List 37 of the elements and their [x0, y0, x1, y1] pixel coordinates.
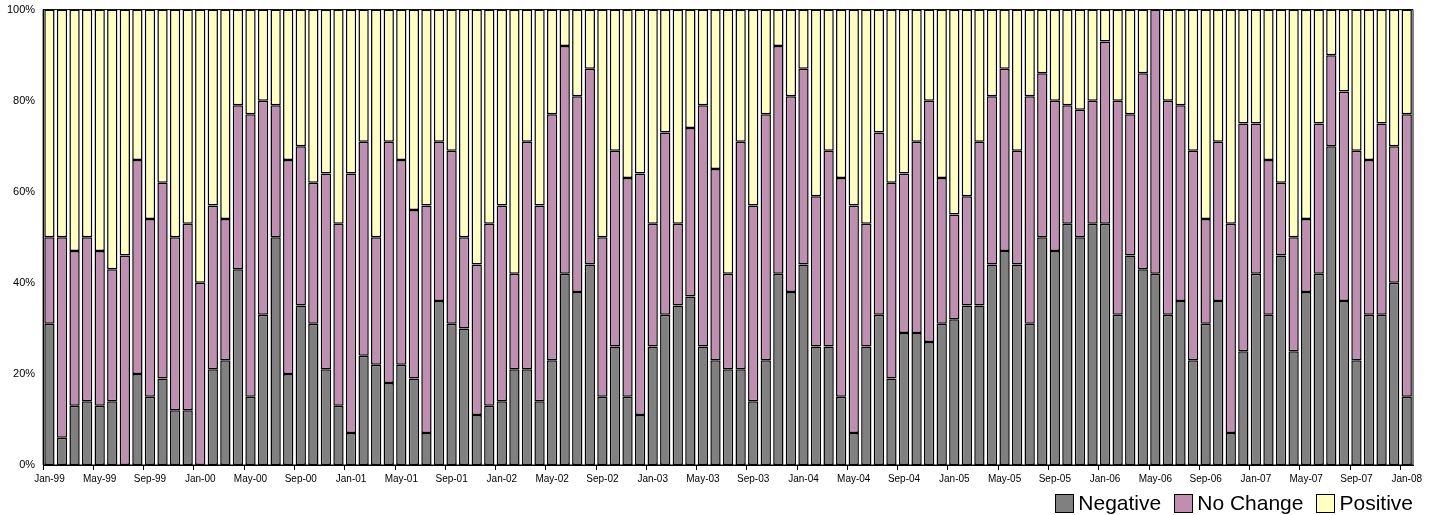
- legend-label: Negative: [1078, 491, 1162, 515]
- y-tick-label: 60%: [13, 184, 36, 197]
- y-tick-label: 40%: [13, 275, 36, 288]
- x-tick-label: Sep-05: [1038, 472, 1072, 484]
- y-tick-label: 20%: [13, 366, 36, 379]
- x-tick-label: Sep-06: [1189, 472, 1223, 484]
- x-tick-label: May-07: [1289, 472, 1324, 484]
- x-tick-label: May-04: [837, 472, 871, 484]
- x-tick-label: Jan-99: [34, 472, 66, 484]
- x-tick-label: Sep-07: [1340, 472, 1374, 484]
- x-tick-label: Jan-01: [335, 472, 367, 484]
- x-tick-label: Jan-03: [637, 472, 669, 484]
- x-tick-label: Sep-02: [586, 472, 619, 484]
- x-tick-label: May-03: [686, 472, 721, 484]
- legend-label: No Change: [1197, 491, 1304, 515]
- x-tick-label: May-01: [384, 472, 419, 484]
- y-tick-label: 80%: [13, 93, 36, 106]
- x-tick-label: May-06: [1138, 472, 1173, 484]
- x-tick-label: Sep-03: [737, 472, 770, 484]
- x-tick-label: Sep-04: [887, 472, 921, 484]
- y-tick-label: 100%: [6, 2, 36, 15]
- x-tick-label: Jan-00: [184, 472, 216, 484]
- x-tick-label: May-00: [233, 472, 268, 484]
- x-tick-label: May-02: [535, 472, 570, 484]
- y-tick-label: 0%: [19, 458, 36, 471]
- x-tick-label: Jan-02: [486, 472, 518, 484]
- x-tick-label: Jan-05: [938, 472, 971, 484]
- x-tick-label: May-99: [83, 472, 117, 484]
- x-tick-label: Jan-04: [788, 472, 820, 484]
- x-tick-label: Sep-00: [284, 472, 318, 484]
- x-tick-label: Sep-99: [133, 472, 167, 484]
- x-tick-label: Sep-01: [435, 472, 469, 484]
- x-tick-label: Jan-08: [1391, 472, 1423, 484]
- legend-label: Positive: [1339, 491, 1413, 515]
- x-tick-label: Jan-07: [1240, 472, 1272, 484]
- x-tick-label: Jan-06: [1089, 472, 1121, 484]
- x-tick-label: May-05: [987, 472, 1022, 484]
